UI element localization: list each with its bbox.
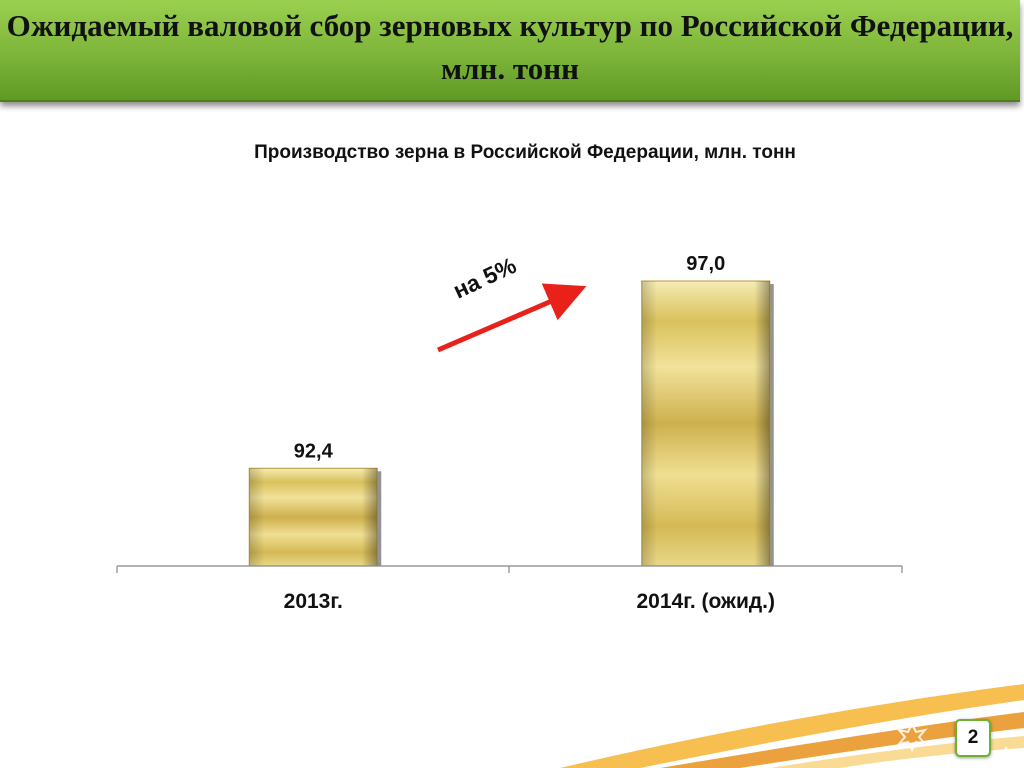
slide-title: Ожидаемый валовой сбор зерновых культур …	[6, 8, 1014, 86]
category-label: 2013г.	[284, 590, 343, 613]
chart-title: Производство зерна в Российской Федераци…	[254, 142, 796, 163]
bar-value-label: 97,0	[686, 253, 725, 275]
title-banner: Ожидаемый валовой сбор зерновых культур …	[0, 0, 1020, 102]
page-number-badge: 2	[955, 719, 991, 757]
bar-value-label: 92,4	[294, 440, 334, 462]
growth-arrow	[437, 283, 587, 353]
category-label: 2014г. (ожид.)	[636, 590, 775, 613]
bar-bevel	[641, 281, 770, 566]
growth-annotation: на 5%	[449, 252, 520, 304]
bar-bevel	[249, 468, 378, 566]
